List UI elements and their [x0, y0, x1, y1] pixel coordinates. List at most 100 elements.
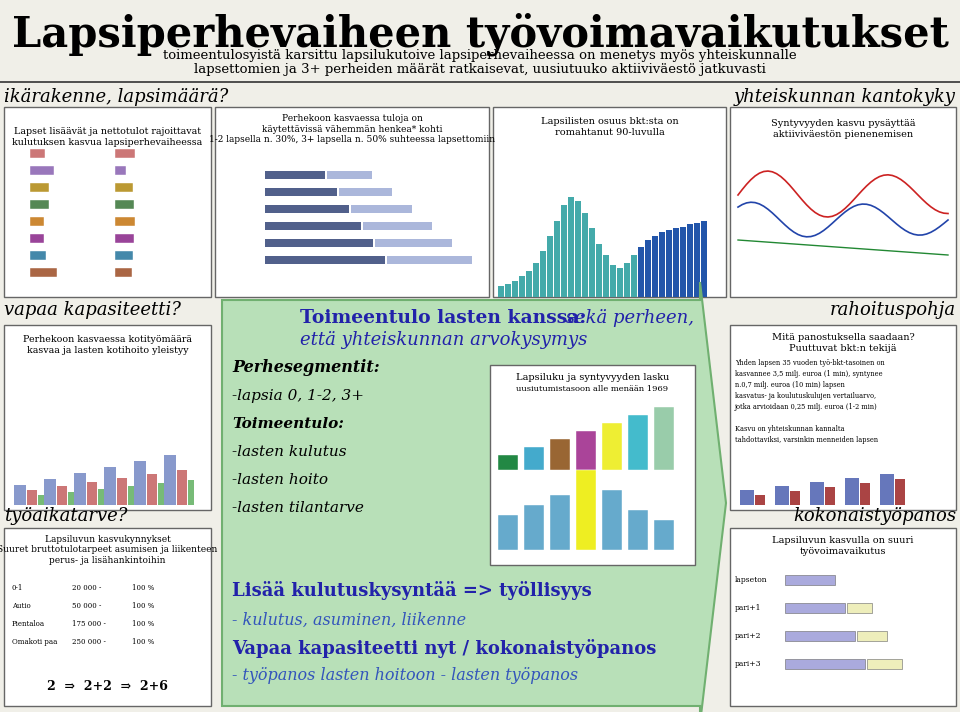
Bar: [701, 221, 707, 297]
Text: Lapsiperhevaiheen työvoimavaikutukset: Lapsiperhevaiheen työvoimavaikutukset: [12, 12, 948, 56]
Bar: [730, 325, 956, 510]
Bar: [98, 489, 104, 505]
Text: vapaa kapasiteetti?: vapaa kapasiteetti?: [4, 301, 180, 319]
Bar: [115, 234, 129, 243]
Bar: [68, 492, 74, 505]
Text: Perhekoon kasvaessa tuloja on
käytettävissä vähemmän henkea* kohti
1-2 lapsella : Perhekoon kasvaessa tuloja on käytettävi…: [209, 114, 495, 144]
Bar: [596, 244, 602, 297]
Text: pari+2: pari+2: [735, 632, 761, 640]
Text: Pientaloa: Pientaloa: [12, 620, 45, 628]
Bar: [631, 255, 637, 297]
Bar: [785, 575, 835, 585]
Bar: [375, 239, 452, 247]
Bar: [265, 239, 373, 247]
Bar: [680, 227, 686, 297]
Bar: [30, 149, 44, 158]
Text: uusiutumistasoon alle menään 1969: uusiutumistasoon alle menään 1969: [516, 385, 668, 393]
Bar: [134, 461, 146, 505]
Text: tahdottaviksi, varsinkin menneiden lapsen: tahdottaviksi, varsinkin menneiden lapse…: [735, 436, 878, 444]
Text: 175 000 -: 175 000 -: [72, 620, 106, 628]
Text: ikärakenne, lapsimäärä?: ikärakenne, lapsimäärä?: [4, 88, 228, 106]
Bar: [490, 365, 695, 565]
Text: -lasten hoito: -lasten hoito: [232, 473, 328, 487]
Bar: [666, 230, 672, 297]
Text: 50 000 -: 50 000 -: [72, 602, 102, 610]
Bar: [115, 149, 136, 158]
Bar: [533, 263, 539, 297]
Text: Perhekoon kasvaessa kotityömäärä
kasvaa ja lasten kotihoito yleistyy: Perhekoon kasvaessa kotityömäärä kasvaa …: [23, 335, 192, 355]
Bar: [895, 479, 905, 505]
Bar: [547, 236, 553, 297]
Bar: [645, 240, 651, 297]
Text: Lapsiluku ja syntyvyyden lasku: Lapsiluku ja syntyvyyden lasku: [516, 374, 669, 382]
Text: pari+1: pari+1: [735, 604, 761, 612]
Text: Lapsiluvun kasvulla on suuri
työvoimavaikutus: Lapsiluvun kasvulla on suuri työvoimavai…: [772, 536, 914, 555]
Text: 0-1: 0-1: [12, 584, 23, 592]
Bar: [115, 200, 135, 209]
Bar: [363, 222, 432, 230]
Bar: [654, 407, 674, 470]
Text: että yhteiskunnan arvokysymys: että yhteiskunnan arvokysymys: [300, 331, 588, 349]
Text: jotka arvioidaan 0,25 milj. euroa (1-2 min): jotka arvioidaan 0,25 milj. euroa (1-2 m…: [735, 403, 877, 411]
Text: Omakoti paa: Omakoti paa: [12, 638, 58, 646]
Bar: [265, 205, 349, 213]
Text: Lapsilisten osuus bkt:sta on
romahtanut 90-luvulla: Lapsilisten osuus bkt:sta on romahtanut …: [540, 117, 679, 137]
Text: 100 %: 100 %: [132, 584, 155, 592]
Bar: [164, 455, 176, 505]
Bar: [652, 236, 658, 297]
Bar: [575, 201, 581, 297]
Bar: [617, 268, 623, 297]
Bar: [498, 286, 504, 297]
Text: lapsettomien ja 3+ perheiden määrät ratkaisevat, uusiutuuko aktiiviväestö jatkuv: lapsettomien ja 3+ perheiden määrät ratk…: [194, 63, 766, 76]
Bar: [177, 470, 187, 505]
Bar: [74, 473, 86, 505]
Bar: [785, 603, 845, 613]
Bar: [87, 482, 97, 505]
Bar: [30, 268, 54, 277]
Text: Toimeentulo lasten kanssa:: Toimeentulo lasten kanssa:: [300, 309, 587, 327]
Text: Lapset lisäävät ja nettotulot rajoittavat
kulutuksen kasvua lapsiperhevaiheessa: Lapset lisäävät ja nettotulot rajoittava…: [12, 127, 203, 147]
Bar: [810, 482, 824, 505]
Bar: [115, 217, 136, 226]
Bar: [493, 107, 726, 297]
Bar: [339, 188, 392, 196]
Text: kasvannee 3,5 milj. euroa (1 min), syntynee: kasvannee 3,5 milj. euroa (1 min), synty…: [735, 370, 882, 378]
Text: Kasvu on yhteiskunnan kannalta: Kasvu on yhteiskunnan kannalta: [735, 425, 845, 433]
Bar: [602, 490, 622, 550]
Bar: [30, 234, 49, 243]
Text: kokonaistyöpanos: kokonaistyöpanos: [793, 507, 956, 525]
Text: Lapsiluvun kasvukynnykset
Suuret bruttotulotarpeet asumisen ja liikenteen
perus-: Lapsiluvun kasvukynnykset Suuret bruttot…: [0, 535, 218, 565]
Bar: [524, 447, 544, 470]
Text: 100 %: 100 %: [132, 620, 155, 628]
Bar: [860, 483, 870, 505]
Bar: [589, 228, 595, 297]
Text: toimeentulosyistä karsittu lapsilukutoive lapsiperhevaiheessa on menetys myös yh: toimeentulosyistä karsittu lapsilukutoiv…: [163, 50, 797, 63]
Bar: [117, 478, 127, 505]
Bar: [327, 171, 372, 179]
Bar: [147, 474, 157, 505]
Bar: [215, 107, 489, 297]
Text: Autio: Autio: [12, 602, 31, 610]
Polygon shape: [222, 282, 726, 712]
Bar: [603, 255, 609, 297]
Bar: [265, 188, 337, 196]
Bar: [602, 423, 622, 470]
Bar: [790, 491, 800, 505]
Bar: [4, 107, 211, 297]
Text: Vapaa kapasiteetti nyt / kokonaistyöpanos: Vapaa kapasiteetti nyt / kokonaistyöpano…: [232, 639, 657, 657]
Bar: [550, 439, 570, 470]
Bar: [104, 467, 116, 505]
Bar: [540, 251, 546, 297]
Bar: [687, 224, 693, 297]
Bar: [659, 232, 665, 297]
Bar: [740, 490, 754, 505]
Bar: [498, 455, 518, 470]
Bar: [694, 223, 700, 297]
Bar: [730, 528, 956, 706]
Text: yhteiskunnan kantokyky: yhteiskunnan kantokyky: [734, 88, 956, 106]
Bar: [158, 483, 164, 505]
Bar: [857, 631, 887, 641]
Bar: [38, 495, 44, 505]
Bar: [44, 479, 56, 505]
Bar: [115, 251, 132, 260]
